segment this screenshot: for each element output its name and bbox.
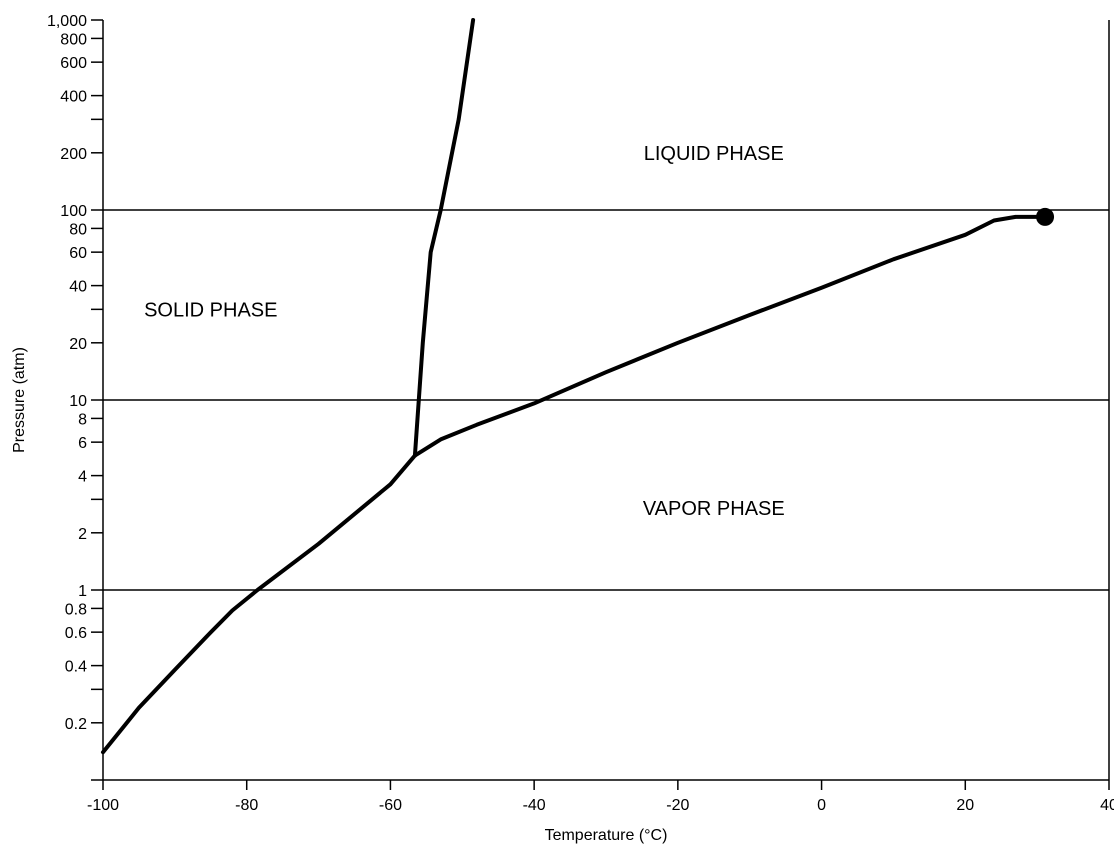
y-tick-label: 4	[78, 469, 87, 486]
y-tick-label: 60	[69, 245, 87, 262]
x-tick-label: -40	[523, 797, 546, 814]
y-tick-label: 20	[69, 336, 87, 353]
y-tick-label: 0.4	[65, 659, 87, 676]
y-tick-label: 8	[78, 411, 87, 428]
tick-group: 0.20.40.60.81246810204060801002004006008…	[47, 13, 1114, 814]
gridline-group	[103, 209, 1109, 591]
region-label: SOLID PHASE	[144, 299, 277, 321]
y-axis-title: Pressure (atm)	[11, 347, 28, 453]
y-tick-label: 80	[69, 221, 87, 238]
x-tick-label: -20	[666, 797, 689, 814]
y-tick-label: 0.8	[65, 601, 87, 618]
y-tick-label: 2	[78, 526, 87, 543]
x-tick-label: 20	[956, 797, 974, 814]
y-tick-label: 10	[69, 393, 87, 410]
series-line-1	[412, 18, 476, 458]
y-tick-label: 400	[60, 89, 87, 106]
x-tick-label: 0	[817, 797, 826, 814]
critical-point-marker	[1036, 207, 1055, 226]
x-tick-label: -100	[87, 797, 119, 814]
y-tick-label: 200	[60, 146, 87, 163]
y-tick-label: 40	[69, 279, 87, 296]
series-line-0	[101, 214, 1047, 755]
region-label: VAPOR PHASE	[643, 498, 785, 520]
x-tick-label: 40	[1100, 797, 1114, 814]
y-tick-label: 800	[60, 31, 87, 48]
x-tick-label: -80	[235, 797, 258, 814]
annotation-group: LIQUID PHASE SOLID PHASE VAPOR PHASE	[144, 143, 785, 520]
y-tick-label: 6	[78, 435, 87, 452]
series-group	[101, 18, 1055, 755]
y-tick-label: 1	[78, 583, 87, 600]
y-tick-label: 100	[60, 203, 87, 220]
x-tick-label: -60	[379, 797, 402, 814]
x-axis-title: Temperature (°C)	[545, 827, 668, 844]
region-label: LIQUID PHASE	[644, 143, 784, 165]
y-tick-label: 1,000	[47, 13, 87, 30]
y-tick-label: 0.2	[65, 716, 87, 733]
y-tick-label: 0.6	[65, 625, 87, 642]
y-tick-label: 600	[60, 55, 87, 72]
